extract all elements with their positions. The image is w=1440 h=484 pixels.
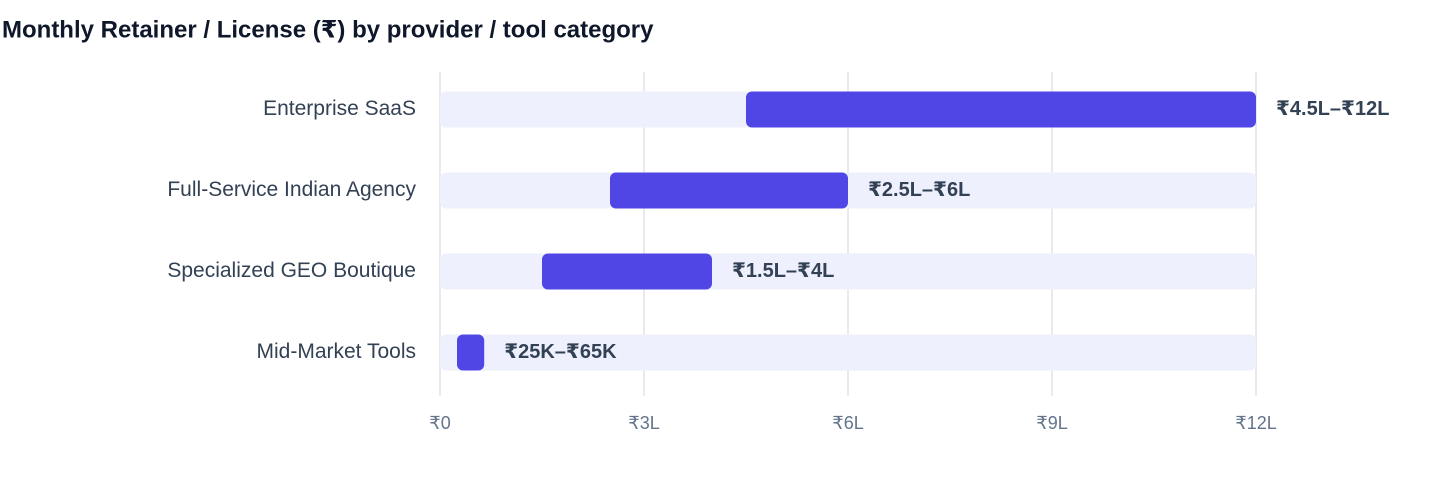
y-tick-label: Full-Service Indian Agency (167, 178, 416, 201)
chart-title: Monthly Retainer / License (₹) by provid… (2, 16, 654, 43)
y-tick-label: Specialized GEO Boutique (167, 259, 416, 282)
x-tick-label: ₹9L (1036, 413, 1067, 433)
x-tick-label: ₹6L (832, 413, 863, 433)
value-label: ₹25K–₹65K (504, 341, 617, 363)
value-label: ₹1.5L–₹4L (732, 260, 834, 282)
y-tick-label: Mid-Market Tools (257, 340, 417, 363)
x-tick-label: ₹12L (1235, 413, 1276, 433)
x-tick-label: ₹0 (429, 413, 450, 433)
bar (746, 91, 1256, 128)
y-tick-label: Enterprise SaaS (263, 97, 416, 120)
bar (542, 253, 712, 290)
x-tick-label: ₹3L (628, 413, 659, 433)
value-label: ₹2.5L–₹6L (868, 179, 970, 201)
value-label: ₹4.5L–₹12L (1276, 98, 1389, 120)
bar (610, 172, 848, 209)
bar (457, 334, 485, 371)
track (440, 334, 1256, 371)
